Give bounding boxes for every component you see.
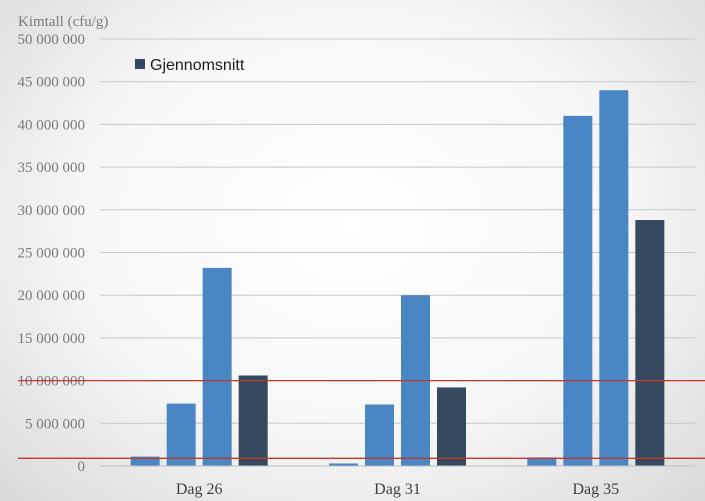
- y-tick-label: 15 000 000: [18, 331, 86, 347]
- y-tick-label: 5 000 000: [25, 416, 85, 432]
- bar-sample: [527, 457, 557, 466]
- y-axis-title: Kimtall (cfu/g): [18, 14, 108, 30]
- x-category-label: Dag 26: [176, 481, 223, 498]
- legend-label-gjennomsnitt: Gjennomsnitt: [150, 57, 245, 74]
- legend-swatch-gjennomsnitt: [135, 59, 145, 69]
- bar-average: [635, 220, 665, 466]
- bar-sample: [563, 115, 593, 467]
- bar-sample: [166, 403, 196, 466]
- bar-sample: [599, 90, 629, 467]
- legend: Gjennomsnitt: [135, 57, 245, 74]
- bar-sample: [365, 404, 394, 466]
- y-tick-label: 45 000 000: [18, 75, 86, 91]
- bars: [130, 90, 665, 467]
- y-tick-label: 35 000 000: [18, 160, 86, 176]
- y-tick-label: 10 000 000: [18, 374, 86, 390]
- y-tick-label: 0: [78, 459, 86, 475]
- reference-lines: [18, 379, 705, 459]
- bar-average: [238, 375, 268, 466]
- y-tick-label: 30 000 000: [18, 203, 86, 219]
- x-category-label: Dag 31: [374, 481, 421, 498]
- bar-sample: [329, 463, 358, 466]
- bar-sample: [202, 267, 232, 466]
- y-tick-label: 20 000 000: [18, 288, 86, 304]
- y-tick-label: 25 000 000: [18, 246, 86, 262]
- x-axis-categories: Dag 26 Dag 31 Dag 35: [176, 481, 619, 498]
- y-tick-label: 50 000 000: [18, 32, 86, 48]
- x-category-label: Dag 35: [573, 481, 620, 498]
- bar-average: [437, 387, 466, 466]
- y-axis-ticks: 0 5 000 000 10 000 000 15 000 000 20 000 000…: [18, 32, 86, 475]
- y-tick-label: 40 000 000: [18, 117, 86, 133]
- bar-sample: [130, 456, 160, 466]
